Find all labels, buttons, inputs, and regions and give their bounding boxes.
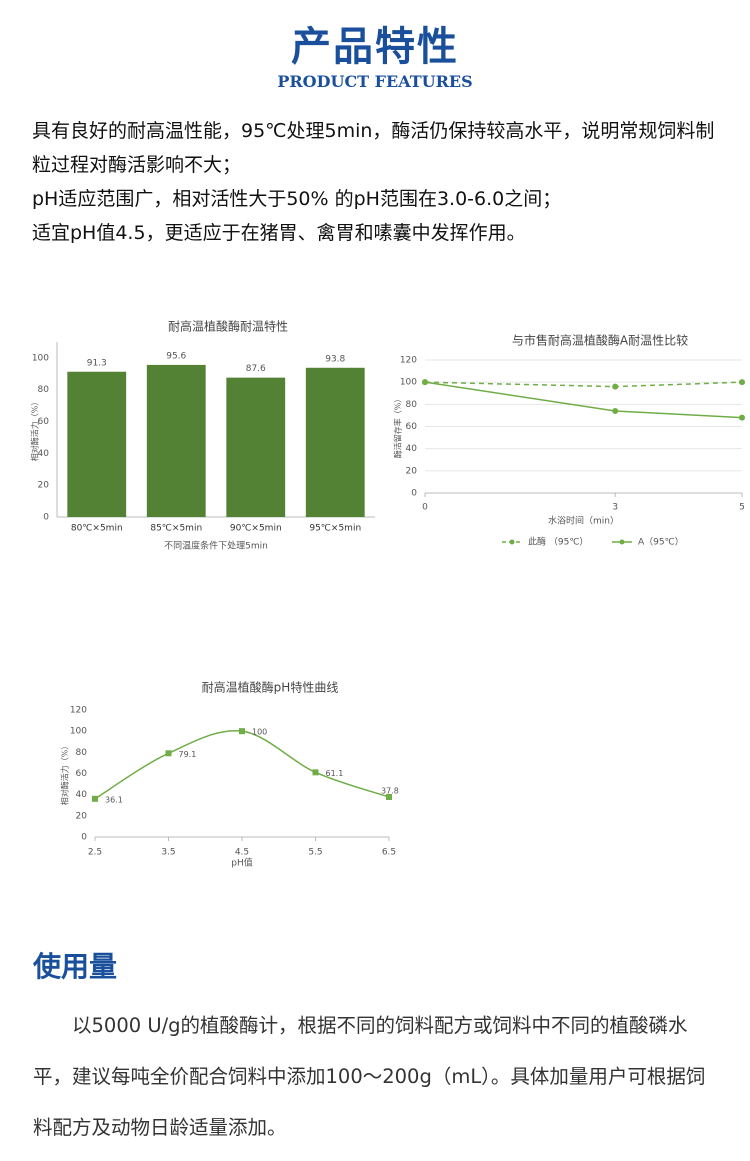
legend-label: 此酶 （95℃） [528, 536, 588, 548]
y-tick-label: 20 [406, 466, 418, 476]
y-tick-label: 100 [400, 378, 417, 388]
data-label: 100 [252, 728, 267, 737]
point [312, 769, 319, 776]
feature-line: 具有良好的耐高温性能，95℃处理5min，酶活仍保持较高水平，说明常规饲料制粒过… [32, 120, 715, 176]
section-title: 使用量 [33, 950, 118, 983]
chart-title: 耐高温植酸酶耐温特性 [168, 319, 288, 334]
bar [146, 364, 206, 517]
x-tick-label: 95℃×5min [309, 524, 361, 534]
y-tick-label: 0 [81, 833, 87, 843]
y-tick-label: 40 [38, 449, 50, 459]
y-tick-label: 40 [76, 790, 88, 800]
page-title: 产品特性 [291, 24, 459, 70]
point [165, 750, 172, 757]
series-line [424, 381, 743, 419]
legend-marker [509, 539, 515, 545]
legend-marker [619, 539, 625, 545]
y-tick-label: 40 [406, 444, 418, 454]
point [739, 379, 745, 386]
y-tick-label: 80 [76, 748, 88, 758]
data-label: 93.8 [325, 354, 345, 364]
x-tick-label: 90℃×5min [230, 524, 282, 534]
series-line [424, 381, 743, 388]
y-tick-label: 120 [400, 356, 417, 366]
x-tick-label: 80℃×5min [71, 524, 123, 534]
y-axis-title: 酶活留存率（%） [393, 395, 403, 459]
point [239, 728, 245, 735]
section-text: 以5000 U/g的植酸酶计，根据不同的饲料配方或饲料中不同的植酸磷水平，建议每… [33, 1014, 706, 1139]
data-label: 36.1 [105, 795, 123, 804]
legend-label: A（95℃） [638, 537, 684, 548]
page-subtitle: PRODUCT FEATURES [277, 72, 473, 91]
chart-title: 与市售耐高温植酸酶A耐温性比较 [512, 333, 688, 348]
bar [226, 377, 286, 517]
x-tick-label: 3 [612, 503, 618, 513]
y-tick-label: 100 [70, 727, 87, 737]
y-tick-label: 120 [70, 706, 87, 716]
point [612, 407, 619, 414]
y-axis-title: 相对酶活力（%） [60, 742, 70, 806]
y-tick-label: 20 [76, 811, 88, 821]
y-tick-label: 60 [406, 422, 418, 432]
data-label: 37.8 [381, 786, 399, 795]
x-axis-title: pH值 [231, 857, 252, 869]
x-tick-label: 4.5 [235, 848, 249, 858]
bar [305, 367, 365, 517]
y-tick-label: 0 [43, 513, 49, 523]
data-label: 79.1 [179, 750, 197, 759]
x-tick-label: 0 [422, 503, 428, 513]
data-label: 91.3 [87, 358, 107, 368]
point [92, 795, 98, 802]
x-axis-title: 不同温度条件下处理5min [164, 540, 268, 552]
point [386, 793, 392, 800]
y-tick-label: 100 [32, 353, 49, 363]
point [739, 414, 745, 421]
data-label: 61.1 [326, 769, 344, 778]
x-axis-title: 水浴时间（min） [548, 515, 619, 527]
data-label: 95.6 [166, 351, 186, 361]
features: 具有良好的耐高温性能，95℃处理5min，酶活仍保持较高水平，说明常规饲料制粒过… [32, 114, 722, 250]
point [612, 383, 619, 390]
x-tick-label: 85℃×5min [150, 524, 202, 534]
data-label: 87.6 [246, 364, 266, 374]
x-tick-label: 6.5 [382, 848, 396, 858]
feature-line: 适宜pH值4.5，更适应于在猪胃、禽胃和嗉囊中发挥作用。 [32, 222, 526, 244]
chart-title: 耐高温植酸酶pH特性曲线 [202, 680, 339, 695]
y-tick-label: 60 [76, 769, 88, 779]
y-tick-label: 80 [406, 400, 418, 410]
feature-line: pH适应范围广，相对活性大于50% 的pH范围在3.0-6.0之间； [32, 188, 562, 210]
y-tick-label: 60 [38, 417, 50, 427]
y-axis-title: 相对酶活力（%） [30, 398, 40, 462]
y-tick-label: 80 [38, 385, 50, 395]
x-tick-label: 3.5 [161, 848, 175, 858]
bar [67, 371, 127, 517]
point [422, 379, 428, 386]
x-tick-label: 5.5 [308, 848, 322, 858]
x-tick-label: 5 [739, 503, 745, 513]
y-tick-label: 20 [38, 481, 50, 491]
y-tick-label: 0 [411, 489, 417, 499]
series-line [94, 729, 390, 800]
x-tick-label: 2.5 [88, 848, 102, 858]
chart: 耐高温植酸酶pH特性曲线 pH值 相对酶活力（%） 0 20 40 60 80 100 120 2.… [60, 680, 399, 869]
